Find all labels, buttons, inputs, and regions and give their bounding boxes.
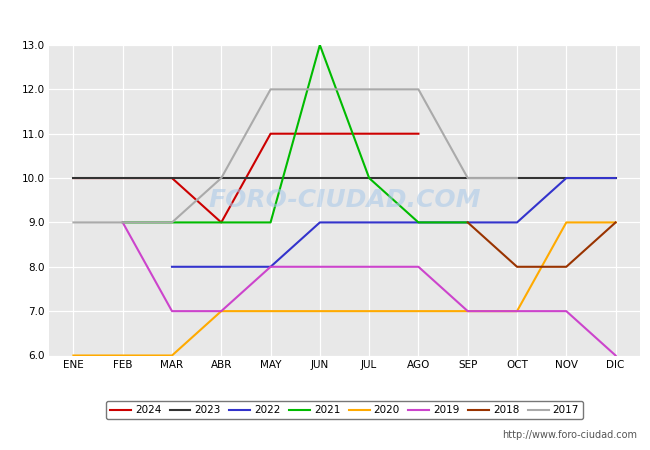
Text: FORO-CIUDAD.COM: FORO-CIUDAD.COM — [208, 188, 481, 212]
Text: http://www.foro-ciudad.com: http://www.foro-ciudad.com — [502, 430, 637, 440]
Text: Afiliados en Zamarra a 31/5/2024: Afiliados en Zamarra a 31/5/2024 — [186, 8, 464, 26]
Legend: 2024, 2023, 2022, 2021, 2020, 2019, 2018, 2017: 2024, 2023, 2022, 2021, 2020, 2019, 2018… — [106, 401, 583, 419]
